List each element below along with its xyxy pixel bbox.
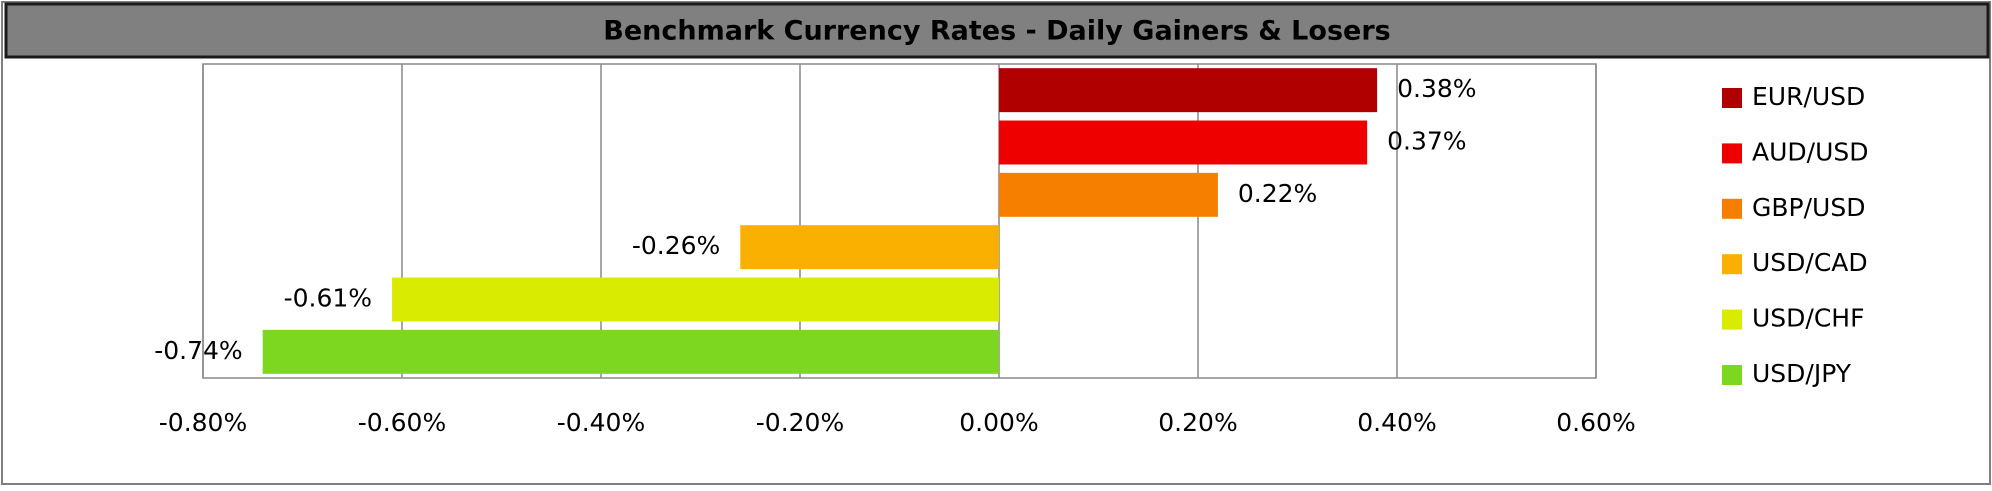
bar (392, 277, 999, 322)
bar (999, 120, 1368, 165)
legend-swatch (1722, 143, 1742, 164)
data-label: -0.26% (632, 231, 720, 260)
x-tick-label: 0.00% (959, 408, 1038, 437)
title-bar (4, 2, 1990, 59)
legend-swatch (1722, 309, 1742, 330)
legend-label: AUD/USD (1752, 137, 1869, 166)
legend-swatch (1722, 198, 1742, 219)
bar (999, 172, 1218, 217)
data-label: 0.38% (1397, 74, 1476, 103)
legend-label: USD/CHF (1752, 304, 1864, 333)
data-label: -0.61% (284, 284, 372, 313)
bar (740, 225, 999, 270)
x-tick-label: 0.60% (1556, 408, 1635, 437)
legend-swatch (1722, 254, 1742, 275)
legend-label: USD/JPY (1752, 359, 1852, 388)
legend-swatch (1722, 88, 1742, 108)
x-tick-label: -0.80% (159, 408, 247, 437)
legend-label: USD/CAD (1752, 248, 1868, 277)
data-label: 0.22% (1238, 179, 1317, 208)
x-tick-label: 0.40% (1357, 408, 1436, 437)
x-tick-label: 0.20% (1158, 408, 1237, 437)
x-tick-label: -0.40% (557, 408, 645, 437)
bar (999, 68, 1378, 113)
x-tick-label: -0.20% (756, 408, 844, 437)
bar (262, 329, 999, 374)
legend-label: EUR/USD (1752, 82, 1865, 111)
data-label: 0.37% (1387, 127, 1466, 156)
data-label: -0.74% (154, 336, 242, 365)
legend-swatch (1722, 365, 1742, 385)
chart-title: Benchmark Currency Rates - Daily Gainers… (603, 16, 1390, 47)
legend-label: GBP/USD (1752, 193, 1865, 222)
x-tick-label: -0.60% (358, 408, 446, 437)
